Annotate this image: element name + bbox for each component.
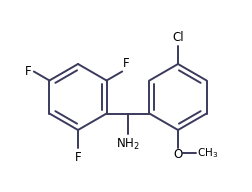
Text: CH$_3$: CH$_3$	[196, 146, 217, 160]
Text: F: F	[74, 151, 81, 164]
Text: F: F	[25, 65, 32, 78]
Text: NH$_2$: NH$_2$	[116, 137, 139, 152]
Text: O: O	[173, 148, 182, 161]
Text: Cl: Cl	[172, 31, 183, 44]
Text: F: F	[123, 57, 129, 70]
